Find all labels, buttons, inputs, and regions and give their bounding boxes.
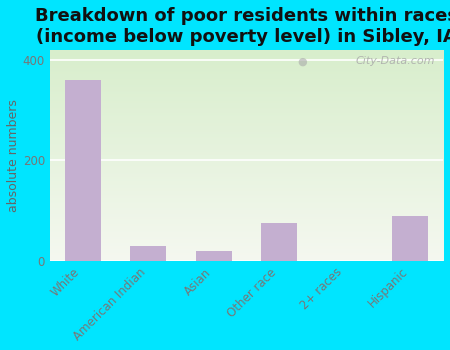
Text: City-Data.com: City-Data.com xyxy=(356,56,435,66)
Bar xyxy=(196,251,232,261)
Text: ●: ● xyxy=(297,56,307,66)
Title: Breakdown of poor residents within races
(income below poverty level) in Sibley,: Breakdown of poor residents within races… xyxy=(35,7,450,46)
Bar xyxy=(65,80,101,261)
Y-axis label: absolute numbers: absolute numbers xyxy=(7,99,20,212)
Bar xyxy=(261,223,297,261)
Bar xyxy=(130,246,166,261)
Bar xyxy=(392,216,428,261)
